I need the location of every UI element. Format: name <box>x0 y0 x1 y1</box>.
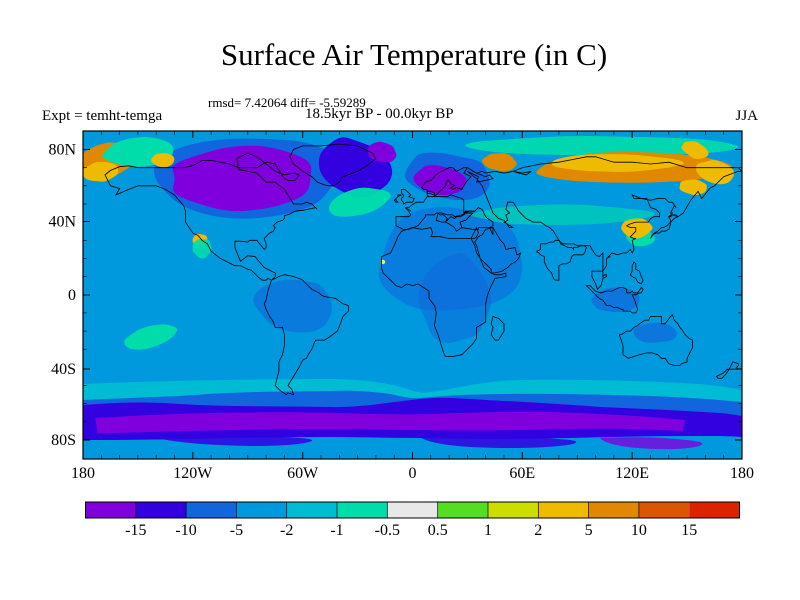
svg-text:10: 10 <box>631 522 647 539</box>
svg-text:80N: 80N <box>48 142 76 159</box>
svg-text:2: 2 <box>534 522 542 539</box>
svg-text:0: 0 <box>409 465 417 482</box>
svg-text:-5: -5 <box>230 522 243 539</box>
svg-text:60E: 60E <box>509 465 535 482</box>
svg-text:-15: -15 <box>125 522 146 539</box>
svg-text:180: 180 <box>71 465 95 482</box>
svg-text:5: 5 <box>585 522 593 539</box>
svg-text:0: 0 <box>68 287 76 304</box>
svg-text:0.5: 0.5 <box>428 522 448 539</box>
svg-text:-1: -1 <box>330 522 343 539</box>
svg-text:15: 15 <box>681 522 697 539</box>
svg-text:40S: 40S <box>51 361 76 378</box>
svg-text:60W: 60W <box>287 465 319 482</box>
svg-text:180: 180 <box>730 465 754 482</box>
svg-text:-10: -10 <box>175 522 196 539</box>
svg-text:80S: 80S <box>51 432 76 449</box>
svg-text:120W: 120W <box>173 465 213 482</box>
svg-text:40N: 40N <box>48 214 76 231</box>
svg-text:1: 1 <box>484 522 492 539</box>
svg-text:-2: -2 <box>280 522 293 539</box>
svg-text:-0.5: -0.5 <box>375 522 400 539</box>
svg-text:120E: 120E <box>615 465 649 482</box>
